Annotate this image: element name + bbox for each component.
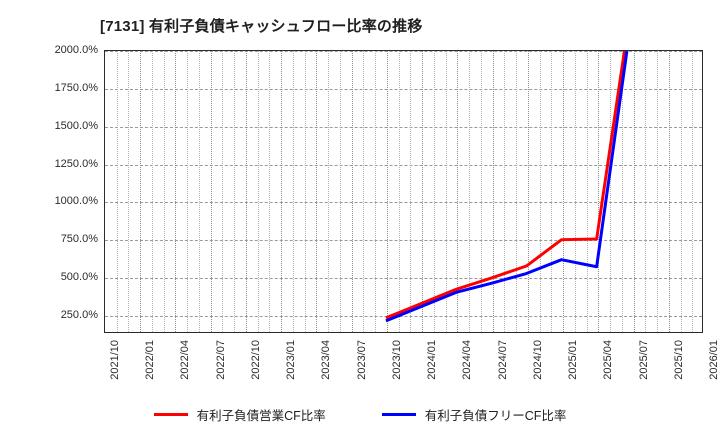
series-line (385, 51, 629, 323)
y-axis: 2000.0% 1750.0% 1500.0% 1250.0% 1000.0% 750.0… (0, 0, 98, 440)
legend-color-swatch (153, 413, 188, 416)
x-axis-tick-label: 2023/07 (355, 340, 368, 380)
gridline-vertical (692, 51, 694, 332)
gridline-vertical (445, 51, 447, 332)
gridline-vertical (245, 51, 247, 332)
gridline-vertical (586, 51, 588, 332)
gridline-vertical (222, 51, 224, 332)
gridline-vertical (504, 51, 506, 332)
legend-item[interactable]: 有利子負債フリーCF比率 (381, 405, 567, 424)
gridline-vertical (492, 51, 494, 332)
gridline-vertical (422, 51, 424, 332)
gridline-vertical (328, 51, 330, 332)
x-axis-tick-label: 2025/07 (637, 340, 650, 380)
x-axis-tick-label: 2022/01 (144, 340, 157, 380)
gridline-horizontal (105, 240, 702, 242)
legend-label: 有利子負債営業CF比率 (196, 409, 326, 423)
gridline-vertical (457, 51, 459, 332)
gridline-vertical (281, 51, 283, 332)
gridline-vertical (234, 51, 236, 332)
y-axis-tick-label: 750.0% (60, 233, 98, 246)
gridline-vertical (539, 51, 541, 332)
gridline-vertical (563, 51, 565, 332)
gridline-vertical (175, 51, 177, 332)
gridline-vertical (198, 51, 200, 332)
y-axis-tick-label: 500.0% (60, 271, 98, 284)
gridline-horizontal (105, 88, 702, 90)
gridline-vertical (304, 51, 306, 332)
gridline-vertical (292, 51, 294, 332)
x-axis-tick-label: 2025/04 (602, 340, 615, 380)
gridline-horizontal (105, 164, 702, 166)
x-axis-tick-label: 2026/01 (708, 340, 720, 380)
gridline-vertical (398, 51, 400, 332)
legend-item[interactable]: 有利子負債営業CF比率 (153, 405, 326, 424)
chart-legend: 有利子負債営業CF比率 有利子負債フリーCF比率 (0, 405, 720, 424)
gridline-vertical (574, 51, 576, 332)
gridline-horizontal (105, 316, 702, 317)
gridline-vertical (351, 51, 353, 332)
x-axis-tick-label: 2024/07 (496, 340, 509, 380)
x-axis-tick-label: 2022/10 (249, 340, 262, 380)
gridline-vertical (163, 51, 165, 332)
chart-title: [7131] 有利子負債キャッシュフロー比率の推移 (100, 18, 423, 35)
x-axis-tick-label: 2024/01 (426, 340, 439, 380)
gridline-vertical (151, 51, 153, 332)
x-axis-tick-label: 2021/10 (109, 340, 121, 380)
x-axis-tick-label: 2024/04 (461, 340, 474, 380)
x-axis-tick-label: 2023/04 (320, 340, 333, 380)
x-axis-tick-label: 2023/10 (390, 340, 403, 380)
gridline-vertical (257, 51, 259, 332)
x-axis-tick-label: 2022/07 (214, 340, 227, 380)
gridline-vertical (621, 51, 623, 332)
gridline-vertical (410, 51, 412, 332)
gridline-vertical (339, 51, 341, 332)
legend-label: 有利子負債フリーCF比率 (424, 409, 567, 423)
gridline-vertical (363, 51, 365, 332)
plot-area (104, 50, 703, 333)
x-axis-tick-label: 2025/01 (567, 340, 580, 380)
y-axis-tick-label: 250.0% (60, 309, 98, 321)
gridline-vertical (527, 51, 529, 332)
gridline-horizontal (105, 202, 702, 204)
gridline-vertical (598, 51, 600, 332)
gridline-horizontal (105, 126, 702, 128)
gridline-vertical (480, 51, 482, 332)
x-axis-tick-label: 2023/01 (285, 340, 298, 380)
gridline-vertical (316, 51, 318, 332)
gridline-vertical (269, 51, 271, 332)
gridline-vertical (128, 51, 130, 332)
gridline-vertical (610, 51, 612, 332)
gridline-vertical (645, 51, 647, 332)
gridline-vertical (551, 51, 553, 332)
series-line (385, 51, 626, 320)
y-axis-tick-label: 2000.0% (54, 44, 98, 56)
x-axis-tick-label: 2022/04 (179, 340, 192, 380)
gridline-vertical (140, 51, 142, 332)
gridline-vertical (116, 51, 118, 332)
gridline-vertical (657, 51, 659, 332)
y-axis-tick-label: 1500.0% (54, 119, 98, 132)
y-axis-tick-label: 1750.0% (54, 81, 98, 94)
gridline-vertical (469, 51, 471, 332)
gridline-vertical (433, 51, 435, 332)
gridline-vertical (375, 51, 377, 332)
y-axis-tick-label: 1000.0% (54, 195, 98, 208)
series-lines (385, 51, 629, 323)
gridline-vertical (668, 51, 670, 332)
x-axis-tick-label: 2024/10 (531, 340, 544, 380)
gridline-vertical (633, 51, 635, 332)
gridline-horizontal (105, 278, 702, 280)
gridline-vertical (210, 51, 212, 332)
gridline-vertical (386, 51, 388, 332)
legend-color-swatch (381, 413, 416, 416)
gridline-vertical (680, 51, 682, 332)
gridline-horizontal (105, 51, 702, 52)
x-axis-tick-label: 2025/10 (672, 340, 685, 380)
gridline-vertical (187, 51, 189, 332)
gridline-vertical (516, 51, 518, 332)
y-axis-tick-label: 1250.0% (54, 157, 98, 170)
